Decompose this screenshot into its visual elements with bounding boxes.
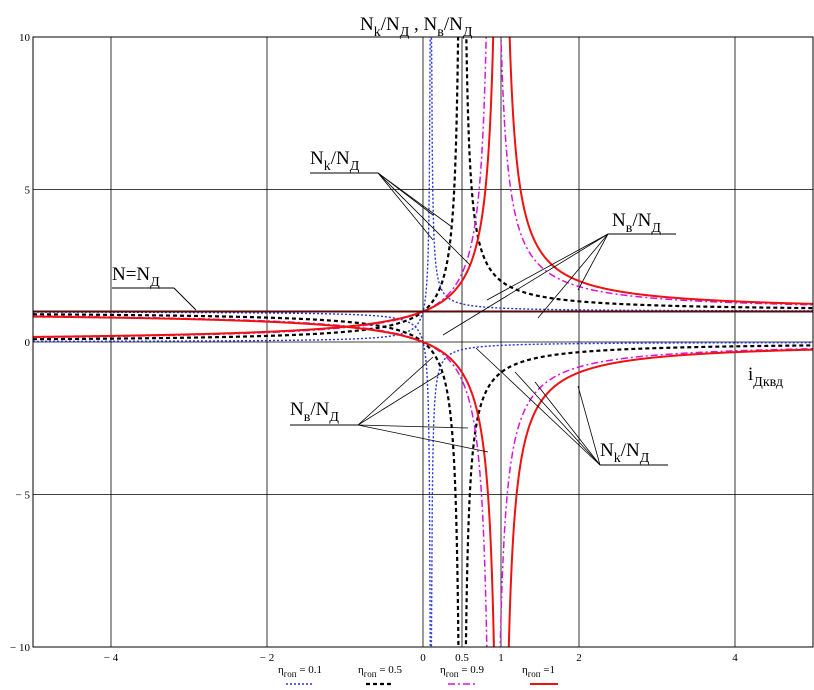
text-part: N (360, 14, 374, 35)
text-part: гоп (284, 669, 297, 679)
leader-nk-bottom (577, 385, 601, 466)
y-axis-title: Nk/NД , Nв/NД (360, 14, 473, 40)
x-axis-title: iДквд (748, 364, 783, 390)
text-part: /N (381, 14, 400, 35)
y-tick-label: − 10 (10, 642, 30, 654)
legend-label-0: ηгоп = 0.1 (278, 664, 322, 679)
curve-nv-eta-0-9 (499, 347, 813, 647)
text-part: η (278, 664, 284, 676)
annotation-nk-bottom: Nk/NД (600, 440, 650, 466)
curve-nk-eta-0-5 (33, 313, 460, 647)
plot-frame (32, 36, 814, 648)
text-part: = 0.9 (459, 664, 485, 676)
text-part: Д (150, 275, 160, 290)
text-part: i (748, 364, 753, 385)
leader-nv-top (442, 233, 609, 336)
text-part: N=N (112, 264, 150, 285)
legend-label-2: ηгоп = 0.9 (440, 664, 485, 679)
text-part: /N (444, 14, 463, 35)
text-part: = 0.1 (297, 664, 322, 676)
y-tick-label: 0 (25, 337, 31, 349)
leader-nk-top (377, 172, 471, 266)
text-part: /N (632, 210, 651, 231)
legend: ηгоп = 0.1 ηгоп = 0.5 ηгоп = 0.9 ηгоп =1 (278, 664, 558, 686)
x-tick-label: − 4 (104, 652, 119, 664)
leader-nk-bottom (514, 371, 601, 466)
leader-nv-bottom (357, 424, 489, 453)
leader-line-n-nd (173, 287, 197, 311)
curve-nk-eta-1 (33, 315, 495, 647)
curve-nk-eta-0-5 (465, 37, 813, 310)
text-part: N (290, 399, 304, 420)
reference-line-label: N=NД (112, 264, 160, 290)
annotation-nv-bottom: Nв/NД (290, 399, 339, 425)
text-part: Д (400, 25, 410, 40)
annotation-nk-top: Nk/NД (310, 148, 360, 174)
leader-nv-bottom (357, 356, 434, 426)
text-part: гоп (446, 669, 459, 679)
leader-nk-top (377, 172, 453, 228)
curve-nv-eta-0-5 (33, 37, 460, 341)
x-tick-label: − 2 (260, 652, 274, 664)
annotation-nv-top: Nв/NД (612, 210, 661, 236)
grid (33, 37, 813, 647)
leader-nv-bottom (357, 371, 444, 426)
text-part: η (522, 664, 528, 676)
text-part: Дквд (753, 375, 783, 390)
x-tick-label: 4 (732, 652, 738, 664)
text-part: /N (621, 440, 640, 461)
leader-nk-top (377, 172, 434, 241)
text-part: /N (310, 399, 329, 420)
curve-nk-eta-0-9 (500, 37, 813, 306)
annotation-leaders (112, 172, 676, 466)
x-tick-label: 2 (576, 652, 582, 664)
text-part: , N (409, 14, 437, 35)
annotations: Nk/NД , Nв/NДiДквдN=NДNk/NДNв/NДNв/NДNk/… (112, 14, 783, 466)
text-part: k (614, 451, 621, 466)
leader-nk-bottom (534, 381, 601, 466)
text-part: η (358, 664, 364, 676)
text-part: Д (651, 221, 661, 236)
x-tick-label: 1 (498, 652, 504, 664)
leader-nv-top (486, 233, 609, 301)
curve-nk-eta-1 (508, 37, 813, 305)
text-part: в (437, 25, 444, 40)
tick-labels: − 4 − 2 0 0.5 1 2 4 − 10 − 5 0 5 10 (10, 32, 738, 664)
text-part: гоп (364, 669, 377, 679)
text-part: гоп (528, 669, 541, 679)
x-tick-label: 0.5 (455, 652, 469, 664)
text-part: N (612, 210, 626, 231)
text-part: k (324, 159, 331, 174)
text-part: k (374, 25, 381, 40)
legend-label-1: ηгоп = 0.5 (358, 664, 403, 679)
text-part: Д (640, 451, 650, 466)
text-part: /N (331, 148, 350, 169)
text-part: = 0.5 (377, 664, 403, 676)
text-part: Д (463, 25, 473, 40)
curve-nv-eta-0-1 (430, 341, 813, 647)
leader-nk-bottom (475, 347, 601, 466)
leader-nv-top (577, 233, 609, 291)
leader-nv-bottom (357, 424, 469, 429)
text-part: в (626, 221, 633, 236)
curve-nv-eta-1 (507, 348, 813, 647)
curve-nv-eta-0-5 (464, 344, 813, 647)
y-tick-label: − 5 (16, 490, 31, 502)
text-part: Д (329, 410, 339, 425)
text-part: =1 (541, 664, 555, 676)
legend-label-3: ηгоп =1 (522, 664, 555, 679)
y-tick-label: 10 (19, 32, 31, 44)
text-part: в (304, 410, 311, 425)
curves (33, 37, 813, 647)
leader-nv-top (537, 233, 609, 319)
x-tick-label: 0 (420, 652, 426, 664)
text-part: N (310, 148, 324, 169)
text-part: Д (350, 159, 360, 174)
y-tick-label: 5 (25, 185, 31, 197)
text-part: η (440, 664, 446, 676)
text-part: N (600, 440, 614, 461)
